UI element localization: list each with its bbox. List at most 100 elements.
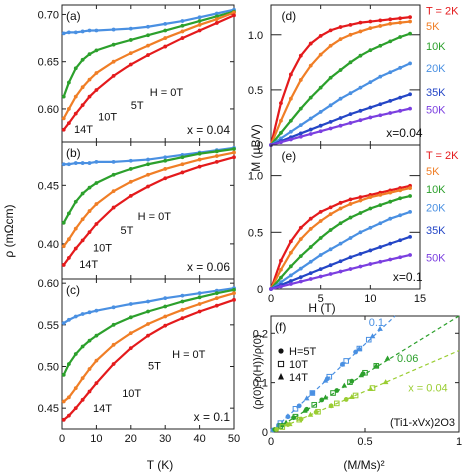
x-tick-label: 10 (364, 293, 376, 305)
data-point (288, 250, 293, 255)
data-point (146, 24, 150, 29)
data-point (163, 155, 168, 160)
data-point (94, 71, 99, 75)
data-point (146, 162, 150, 167)
data-point (61, 244, 66, 249)
data-point (398, 188, 403, 193)
data-point (73, 199, 78, 204)
data-point (338, 269, 343, 274)
data-point (318, 209, 323, 214)
data-point (94, 333, 99, 338)
data-point (94, 202, 99, 206)
data-point (408, 234, 412, 239)
data-point (279, 118, 283, 123)
data-point (398, 95, 403, 100)
data-point (378, 102, 383, 107)
panel-e: 0 0.5 1.0 0 5 10 15 (e) T = 2K 5K 10K 20K 35K 50Kx=0.… (248, 145, 459, 305)
data-point (180, 307, 185, 312)
data-point (214, 21, 219, 25)
data-point (128, 302, 133, 306)
y-tick-label: 0.45 (38, 180, 59, 192)
data-point (338, 241, 343, 246)
data-point-10t (292, 406, 299, 412)
data-point (87, 310, 92, 315)
data-point (368, 225, 373, 230)
data-point (73, 352, 78, 356)
y-tick-label: 0.70 (38, 9, 59, 21)
data-point (298, 225, 303, 230)
data-point (318, 267, 323, 272)
data-point (197, 19, 202, 23)
data-point (348, 91, 353, 96)
data-point (388, 216, 393, 221)
data-point (73, 161, 78, 165)
x-tick-label: 1 (456, 436, 462, 448)
data-point (146, 184, 150, 189)
data-point (197, 22, 202, 27)
data-point (163, 36, 168, 40)
data-point (308, 127, 313, 132)
data-point (378, 43, 383, 48)
data-point (408, 253, 412, 257)
data-point (232, 287, 236, 292)
data-point-14t (322, 377, 329, 383)
data-point (80, 217, 85, 222)
data-point-10t (315, 408, 321, 415)
data-point (318, 129, 323, 134)
data-point (197, 15, 202, 20)
data-point-14t (382, 379, 389, 385)
data-point (279, 258, 283, 263)
data-point (288, 72, 293, 77)
data-point (338, 37, 343, 42)
x-tick-label: 50 (228, 433, 240, 445)
data-point (232, 13, 236, 18)
series-line (62, 11, 235, 119)
x-tick-label: 0.5 (357, 436, 372, 448)
y-tick-label: 0 (257, 284, 263, 296)
data-point (180, 29, 185, 34)
data-point (232, 155, 236, 160)
data-point (61, 31, 66, 36)
data-point (348, 215, 353, 220)
series-label: 5T (131, 100, 144, 112)
data-point (73, 406, 78, 411)
y-tick-label: 0.65 (38, 57, 59, 69)
data-point (318, 33, 323, 38)
data-point (338, 68, 343, 72)
series-label: 50K (426, 252, 446, 264)
y-tick-label: 0 (257, 140, 263, 152)
series-label: 5T (120, 225, 133, 237)
data-point (180, 36, 185, 40)
data-point-14t (322, 394, 329, 400)
data-point (128, 346, 133, 351)
series-label: 5K (426, 21, 440, 33)
data-point (73, 30, 78, 35)
data-point (298, 78, 303, 82)
data-point (111, 189, 116, 194)
data-point (163, 28, 168, 33)
data-point-5t (309, 390, 315, 396)
data-point (328, 75, 333, 80)
series-line (63, 292, 235, 403)
data-point (269, 287, 273, 291)
data-point (358, 211, 363, 215)
data-point (279, 101, 283, 106)
data-point (214, 17, 219, 22)
data-point (197, 302, 202, 306)
data-point (358, 195, 363, 200)
data-point (298, 134, 303, 139)
data-point (180, 23, 185, 28)
data-point (66, 317, 71, 322)
data-point (368, 26, 373, 31)
data-point (388, 199, 393, 204)
data-point (348, 22, 353, 27)
data-point (128, 315, 133, 320)
data-point (378, 192, 383, 197)
data-point (214, 149, 219, 154)
data-point (232, 291, 236, 296)
data-point (232, 10, 236, 15)
legend-label: 14T (289, 372, 308, 384)
data-point-14t (303, 395, 310, 401)
y-tick-label: 0.40 (38, 239, 59, 251)
data-point (378, 113, 383, 118)
